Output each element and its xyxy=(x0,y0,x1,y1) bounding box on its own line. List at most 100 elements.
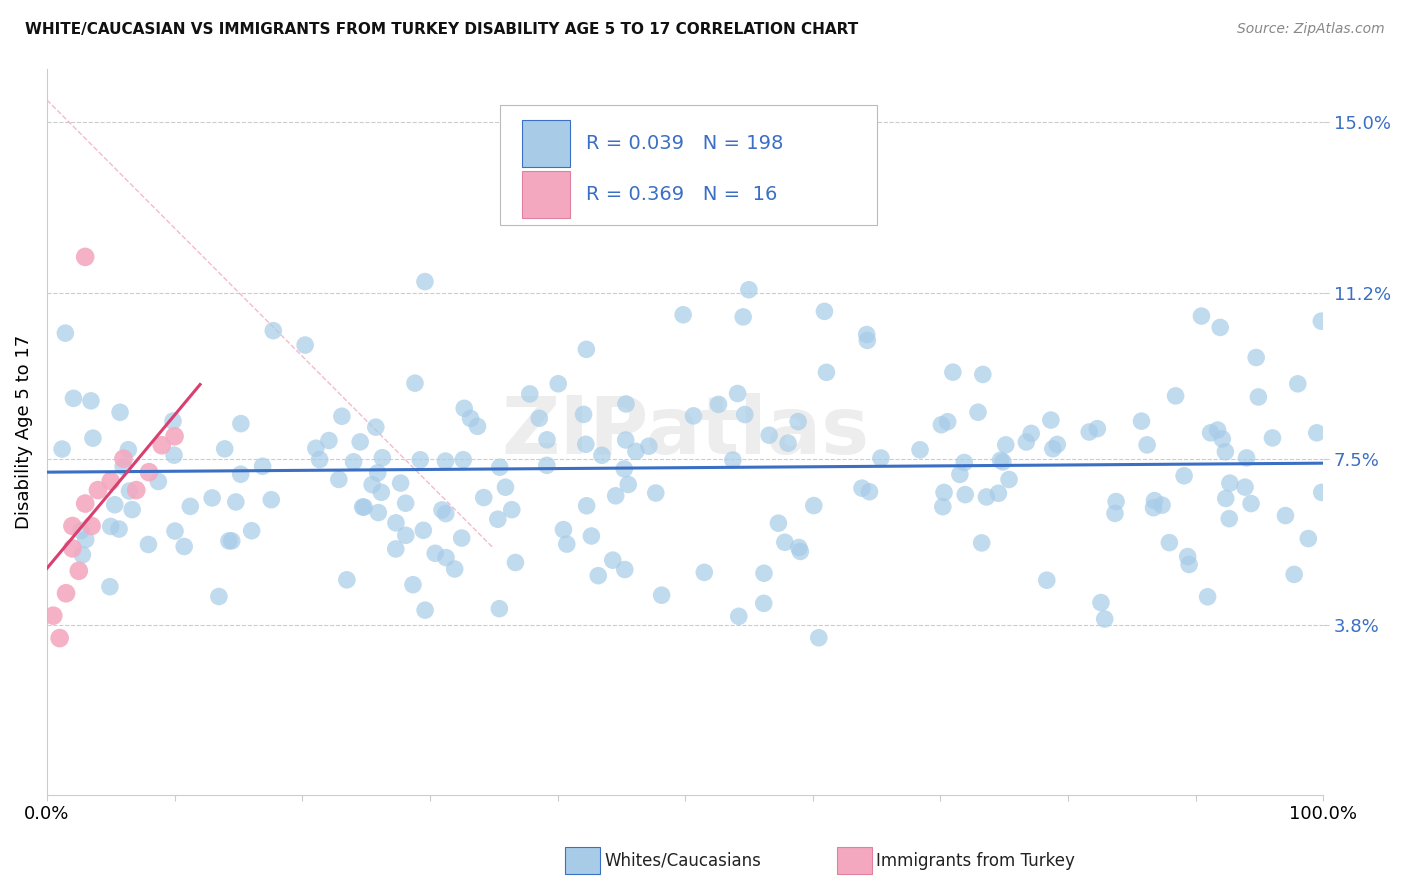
Point xyxy=(434,454,457,468)
Point xyxy=(908,442,931,457)
Point xyxy=(262,324,284,338)
Point xyxy=(734,408,756,422)
Point xyxy=(1298,532,1320,546)
Point xyxy=(967,405,990,419)
Point xyxy=(100,474,122,488)
Point xyxy=(48,631,70,645)
Point xyxy=(394,496,416,510)
Point xyxy=(260,492,283,507)
Point xyxy=(1177,549,1199,564)
Point xyxy=(1197,590,1219,604)
Point xyxy=(501,502,523,516)
Text: ZIPatlas: ZIPatlas xyxy=(501,392,869,471)
Point xyxy=(682,409,704,423)
Point xyxy=(294,338,316,352)
Point xyxy=(752,596,775,610)
Point xyxy=(385,516,408,530)
Point xyxy=(768,516,790,531)
Point xyxy=(240,524,263,538)
Point xyxy=(1078,425,1101,439)
Point xyxy=(758,428,780,442)
Point xyxy=(1215,444,1237,458)
Point xyxy=(434,507,457,521)
Point xyxy=(1173,468,1195,483)
Point xyxy=(434,550,457,565)
Point xyxy=(1244,351,1267,365)
Point xyxy=(62,541,84,556)
Point xyxy=(976,490,998,504)
Point xyxy=(1136,438,1159,452)
Point xyxy=(104,498,127,512)
Point xyxy=(87,483,110,497)
Point xyxy=(173,540,195,554)
Point xyxy=(1286,376,1309,391)
Point xyxy=(349,434,371,449)
Point xyxy=(451,452,474,467)
Point xyxy=(67,564,90,578)
Point xyxy=(987,486,1010,500)
Point xyxy=(807,631,830,645)
Point xyxy=(870,450,893,465)
Point xyxy=(789,544,811,558)
Point xyxy=(1209,320,1232,334)
Point xyxy=(721,453,744,467)
Point xyxy=(389,476,412,491)
Point xyxy=(98,580,121,594)
Point xyxy=(361,477,384,491)
Point xyxy=(803,499,825,513)
Point xyxy=(1234,480,1257,494)
Point xyxy=(1159,535,1181,549)
Point xyxy=(536,433,558,447)
FancyBboxPatch shape xyxy=(522,120,571,167)
Point xyxy=(851,481,873,495)
Point xyxy=(614,433,637,447)
Point xyxy=(150,438,173,452)
Text: Source: ZipAtlas.com: Source: ZipAtlas.com xyxy=(1237,22,1385,37)
Point xyxy=(460,411,482,425)
Point xyxy=(581,529,603,543)
Point xyxy=(80,393,103,408)
Point xyxy=(163,429,186,443)
Point xyxy=(138,465,160,479)
Point xyxy=(1143,493,1166,508)
Point xyxy=(318,434,340,448)
Point xyxy=(651,588,673,602)
Point xyxy=(108,405,131,419)
Point xyxy=(1191,309,1213,323)
Point xyxy=(1199,425,1222,440)
Point xyxy=(453,401,475,416)
Point xyxy=(1142,500,1164,515)
Point xyxy=(931,417,953,432)
Point xyxy=(942,365,965,379)
Text: WHITE/CAUCASIAN VS IMMIGRANTS FROM TURKEY DISABILITY AGE 5 TO 17 CORRELATION CHA: WHITE/CAUCASIAN VS IMMIGRANTS FROM TURKE… xyxy=(25,22,859,37)
Point xyxy=(776,436,799,450)
Point xyxy=(624,444,647,458)
Point xyxy=(148,475,170,489)
Point xyxy=(1274,508,1296,523)
Point xyxy=(367,466,389,480)
Point xyxy=(229,467,252,482)
Point xyxy=(62,392,84,406)
Point xyxy=(505,556,527,570)
Point xyxy=(1130,414,1153,428)
FancyBboxPatch shape xyxy=(522,170,571,218)
Point xyxy=(991,455,1014,469)
Point xyxy=(342,455,364,469)
Point xyxy=(1178,558,1201,572)
Point xyxy=(1211,432,1233,446)
FancyBboxPatch shape xyxy=(501,105,877,225)
Point xyxy=(80,519,103,533)
Point xyxy=(614,397,637,411)
Point xyxy=(413,603,436,617)
Point xyxy=(162,414,184,428)
Point xyxy=(430,503,453,517)
Point xyxy=(121,502,143,516)
Point xyxy=(727,386,749,401)
Point xyxy=(994,438,1017,452)
Point xyxy=(55,586,77,600)
Point xyxy=(371,450,394,465)
Point xyxy=(575,499,598,513)
Point xyxy=(617,477,640,491)
Point xyxy=(605,489,627,503)
Point xyxy=(555,537,578,551)
